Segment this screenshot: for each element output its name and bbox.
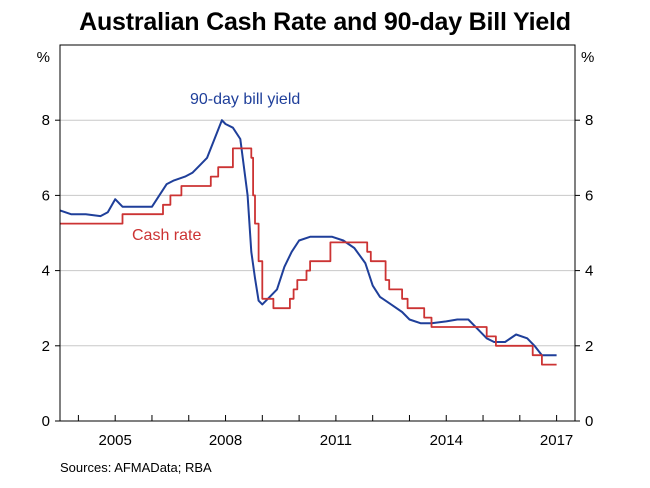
y-tick-label-right: 4	[585, 263, 593, 280]
bill-yield-line	[59, 119, 557, 357]
plot-frame	[59, 44, 576, 422]
annotations: 90-day bill yield Cash rate	[132, 91, 300, 244]
x-tick-label: 2008	[209, 432, 242, 449]
y-tick-label-left: 6	[42, 187, 50, 204]
y-tick-label-right: 6	[585, 187, 593, 204]
y-tick-label-right: 8	[585, 112, 593, 129]
grid-lines	[60, 119, 575, 347]
cash-rate-line	[60, 147, 557, 366]
series-lines	[59, 119, 557, 366]
x-tick-label: 2011	[320, 432, 352, 449]
x-tick-label: 2005	[98, 432, 131, 449]
x-tick-label: 2014	[430, 432, 463, 449]
x-tick-label: 2017	[540, 432, 573, 449]
y-axis-unit-left: %	[37, 49, 50, 66]
y-tick-label-right: 2	[585, 338, 593, 355]
y-tick-label-left: 2	[42, 338, 50, 355]
y-tick-label-left: 0	[42, 413, 50, 430]
y-tick-label-left: 4	[42, 263, 50, 280]
bill-yield-label: 90-day bill yield	[190, 91, 300, 108]
chart-title: Australian Cash Rate and 90-day Bill Yie…	[79, 8, 571, 36]
source-note: Sources: AFMAData; RBA	[60, 460, 212, 475]
y-tick-label-left: 8	[42, 112, 50, 129]
cash-rate-label: Cash rate	[132, 227, 201, 244]
y-tick-label-right: 0	[585, 413, 593, 430]
axes: 0 0 2 2 4 4 6 6 8 8% % 2005 2008 2011 2014 2017	[37, 49, 595, 449]
y-axis-unit-right: %	[581, 49, 594, 66]
